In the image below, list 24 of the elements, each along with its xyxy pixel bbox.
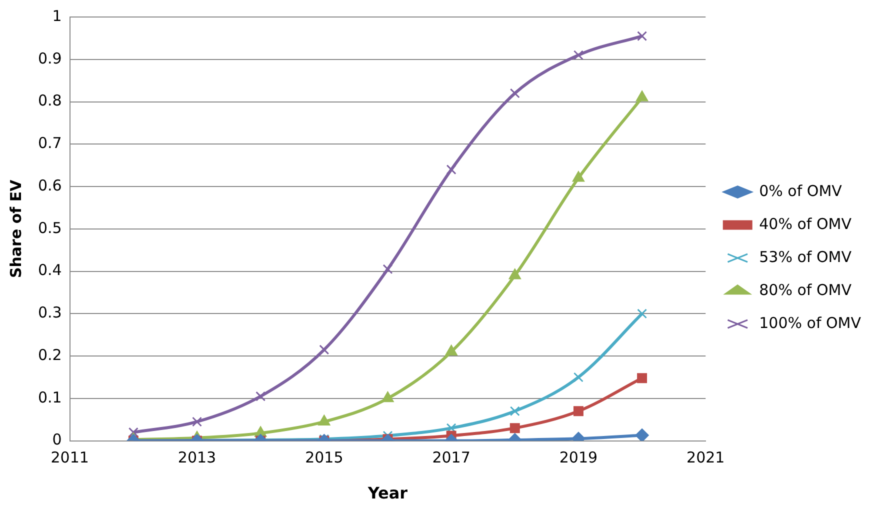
legend-label: 100% of OMV xyxy=(759,314,862,332)
legend-label: 40% of OMV xyxy=(759,214,852,233)
x-tick-label: 2017 xyxy=(432,448,470,467)
y-tick-label: 1 xyxy=(52,6,62,25)
x-tick-label: 2011 xyxy=(50,448,89,467)
y-tick-label: 0.3 xyxy=(38,304,62,322)
x-axis-title: Year xyxy=(366,484,408,503)
legend-label: 53% of OMV xyxy=(759,248,852,266)
x-tick-label: 2019 xyxy=(559,448,598,467)
x-tick-label: 2015 xyxy=(305,448,344,467)
y-tick-label: 0 xyxy=(52,430,62,449)
y-tick-label: 0.8 xyxy=(38,92,62,110)
legend-label: 80% of OMV xyxy=(759,280,852,299)
y-tick-label: 0.1 xyxy=(38,388,62,406)
y-tick-label: 0.4 xyxy=(38,261,62,280)
legend-label: 0% of OMV xyxy=(759,182,843,200)
y-tick-label: 0.9 xyxy=(38,49,62,68)
x-tick-label: 2021 xyxy=(686,448,725,467)
y-tick-label: 0.6 xyxy=(38,176,62,194)
y-tick-label: 0.5 xyxy=(38,218,62,237)
y-tick-label: 0.2 xyxy=(38,346,62,364)
y-tick-label: 0.7 xyxy=(38,134,62,152)
y-axis-title: Share of EV xyxy=(6,179,25,278)
x-tick-label: 2013 xyxy=(178,448,216,467)
